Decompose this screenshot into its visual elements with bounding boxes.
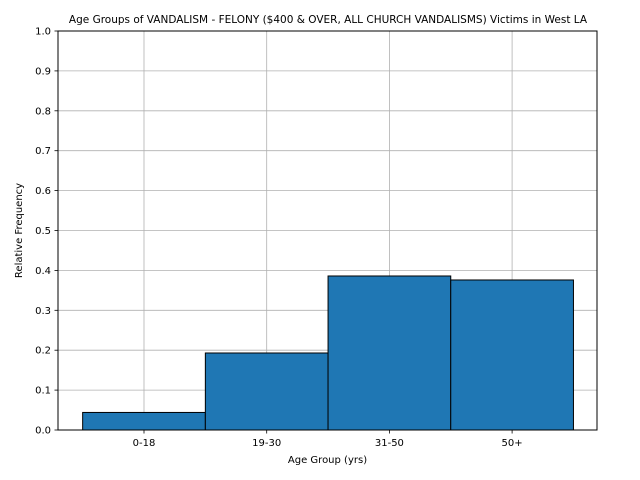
y-tick-label: 0.7 <box>35 146 51 157</box>
y-tick-label: 1.0 <box>35 27 51 38</box>
y-tick-label: 0.0 <box>35 426 51 437</box>
x-tick-label: 0-18 <box>133 438 156 449</box>
x-axis-label: Age Group (yrs) <box>288 455 367 466</box>
x-tick-label: 50+ <box>502 438 523 449</box>
bars <box>82 275 574 431</box>
y-tick-label: 0.6 <box>35 186 51 197</box>
y-tick-label: 0.4 <box>35 266 51 277</box>
x-tick-label: 19-30 <box>252 438 281 449</box>
y-tick-label: 0.3 <box>35 306 51 317</box>
chart-title: Age Groups of VANDALISM - FELONY ($400 &… <box>69 14 588 26</box>
x-tick-label: 31-50 <box>375 438 404 449</box>
y-axis-label: Relative Frequency <box>14 183 25 278</box>
y-tick-label: 0.5 <box>35 226 51 237</box>
bar-0-18 <box>82 411 206 431</box>
y-tick-label: 0.8 <box>35 106 51 117</box>
bar-50+ <box>450 279 574 431</box>
bar-19-30 <box>204 352 329 431</box>
axis-ticks: 0.0 0.1 0.2 0.3 0.4 0.5 0.6 0.7 0.8 0.9 1.0 0-18 19-… <box>35 27 523 450</box>
y-tick-label: 0.1 <box>35 386 51 397</box>
y-tick-label: 0.2 <box>35 346 51 357</box>
bar-31-50 <box>327 275 452 431</box>
y-tick-label: 0.9 <box>35 66 51 77</box>
